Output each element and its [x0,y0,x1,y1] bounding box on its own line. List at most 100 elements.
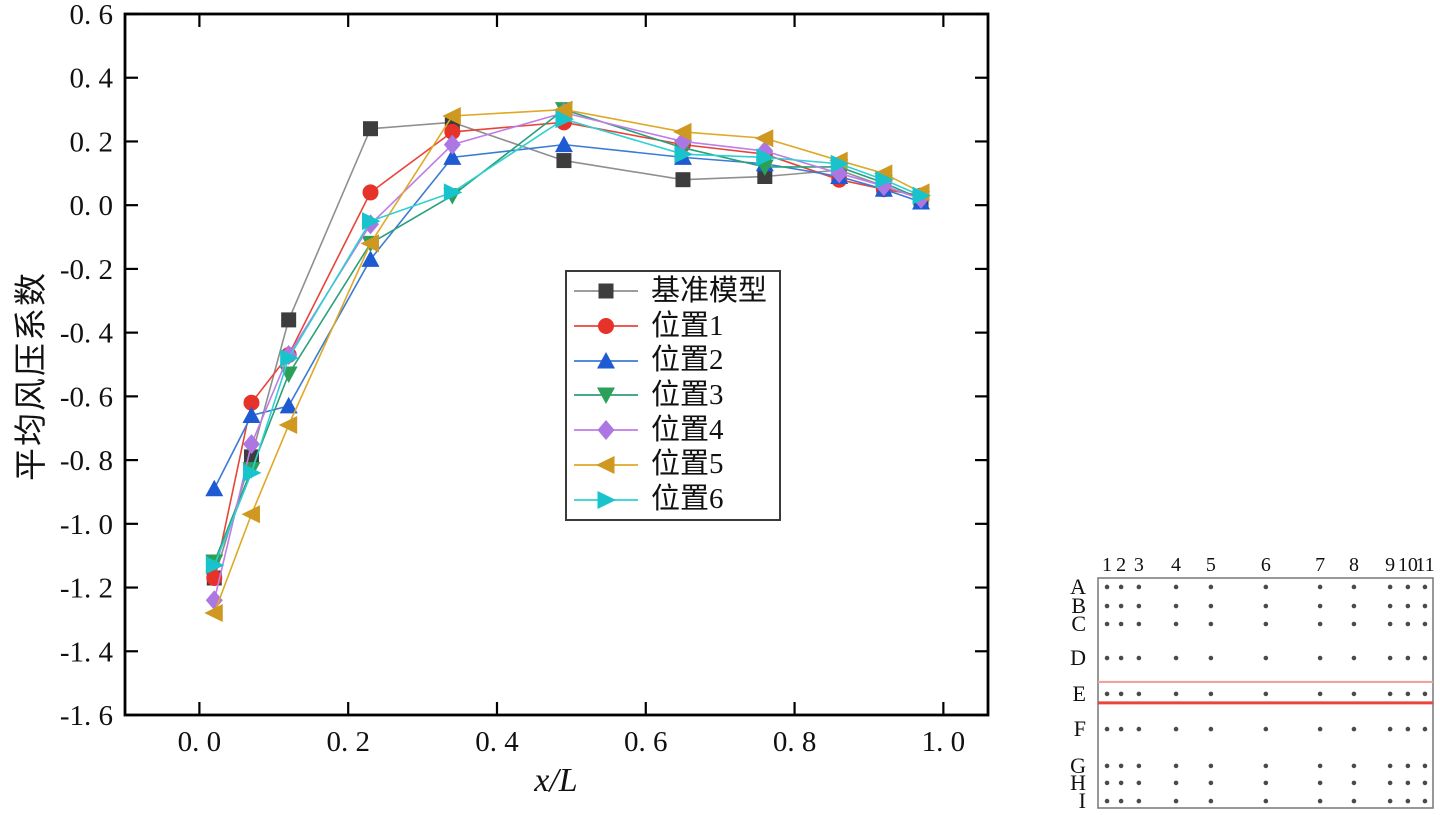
diamond-marker-icon [597,420,615,441]
pressure-tap-dot [1263,798,1269,804]
pressure-tap-dot [1263,780,1269,786]
series-position-5 [204,100,930,623]
triangle-left-marker-icon [596,455,615,474]
diamond-marker-icon [205,590,223,611]
y-tick-label: -0. 8 [60,445,113,477]
inset-column-label: 6 [1261,554,1271,576]
pressure-tap-dot [1118,780,1124,786]
pressure-tap-dot [1118,763,1124,769]
legend-item-position-1: 位置1 [573,309,779,343]
pressure-tap-dot [1422,798,1428,804]
triangle-right-marker-icon [597,490,616,509]
pressure-tap-dot [1263,655,1269,661]
pressure-tap-dot [1173,621,1179,627]
triangle-up-marker-icon [361,250,380,267]
pressure-tap-dot [1173,726,1179,732]
pressure-tap-dot [1263,726,1269,732]
inset-column-label: 1 [1102,554,1112,576]
triangle-right-marker-icon [280,349,299,368]
pressure-tap-dot [1351,584,1357,590]
pressure-tap-dot [1405,691,1411,697]
pressure-tap-dot [1136,655,1142,661]
pressure-tap-dot [1351,726,1357,732]
inset-column-label: 9 [1385,554,1395,576]
triangle-right-marker-icon [443,183,463,202]
legend-label: 位置6 [651,483,724,516]
pressure-tap-dot [1104,655,1110,661]
square-marker-icon [556,153,572,169]
inset-row-label: H [1070,770,1086,795]
legend-item-position-2: 位置2 [573,344,779,378]
chart-legend: 基准模型 位置1 位置2 位置3 位置4 位置5 位置6 [565,270,781,521]
pressure-tap-dot [1422,584,1428,590]
pressure-tap-dot [1387,655,1393,661]
axes: 0. 0 0. 2 0. 4 0. 6 0. 8 1. 0 0. 6 0. 4 0. 2 0. 0… [60,0,990,758]
inset-row-label: C [1071,611,1086,636]
inset-column-label: 5 [1206,554,1216,576]
pressure-tap-dot [1173,584,1179,590]
pressure-tap-dot [1422,691,1428,697]
triangle-left-marker-icon [360,234,380,253]
pressure-tap-dot [1118,691,1124,697]
square-marker-icon [757,169,773,185]
pressure-tap-dot [1208,655,1214,661]
pressure-tap-dot [1405,798,1411,804]
triangle-up-marker-icon [205,479,224,497]
pressure-tap-dot [1208,584,1214,590]
square-marker-icon [675,172,691,188]
pressure-tap-dot [1118,798,1124,804]
pressure-tap-dot [1351,655,1357,661]
y-tick-label: -0. 6 [60,381,113,413]
inset-column-label: 10 [1398,554,1418,576]
pressure-tap-dot [1317,691,1323,697]
diamond-marker-icon [574,420,638,441]
pressure-tap-dot [1173,655,1179,661]
triangle-down-marker-icon [597,387,615,405]
inset-column-label: 4 [1171,554,1181,576]
pressure-tap-dot [1208,603,1214,609]
pressure-tap-dot [1422,763,1428,769]
pressure-tap-dot [1208,763,1214,769]
pressure-tap-dot [1351,780,1357,786]
pressure-tap-dot [1263,603,1269,609]
square-marker-icon [281,312,297,328]
pressure-tap-dot [1263,691,1269,697]
pressure-tap-dot [1104,691,1110,697]
pressure-tap-dot [1208,780,1214,786]
triangle-left-marker-icon [278,416,298,435]
pressure-tap-dot [1104,763,1110,769]
triangle-right-marker-icon [756,148,775,167]
square-marker-icon [574,283,638,299]
x-tick-label: 0. 6 [624,726,668,758]
pressure-tap-dot [1317,798,1323,804]
circle-marker-icon [444,123,461,140]
pressure-tap-dot [1208,798,1214,804]
triangle-right-marker-icon [362,212,381,231]
circle-marker-icon [243,394,260,411]
pressure-tap-dot [1351,798,1357,804]
pressure-tap-dot [1104,780,1110,786]
legend-label: 位置3 [651,378,724,411]
y-tick-label: 0. 4 [70,63,114,95]
pressure-tap-dot [1263,763,1269,769]
pressure-tap-dot [1104,603,1110,609]
pressure-tap-dot [1263,584,1269,590]
pressure-tap-dot [1118,621,1124,627]
diamond-marker-icon [242,434,260,455]
pressure-tap-dot [1118,726,1124,732]
pressure-tap-dot [1387,603,1393,609]
inset-column-label: 2 [1116,554,1126,576]
legend-label: 位置4 [651,413,724,446]
pressure-tap-dot [1351,603,1357,609]
triangle-up-marker-icon [242,406,261,423]
inset-row-label: G [1070,753,1086,778]
y-tick-label: -1. 2 [60,573,113,605]
y-tick-label: -0. 4 [60,318,114,350]
pressure-tap-dot [1387,621,1393,627]
x-tick-label: 0. 4 [475,726,519,758]
inset-column-label: 3 [1134,554,1144,576]
pressure-tap-dot [1173,798,1179,804]
inset-row-label: D [1070,645,1086,670]
pressure-tap-dot [1351,763,1357,769]
y-tick-label: -1. 0 [60,509,113,541]
